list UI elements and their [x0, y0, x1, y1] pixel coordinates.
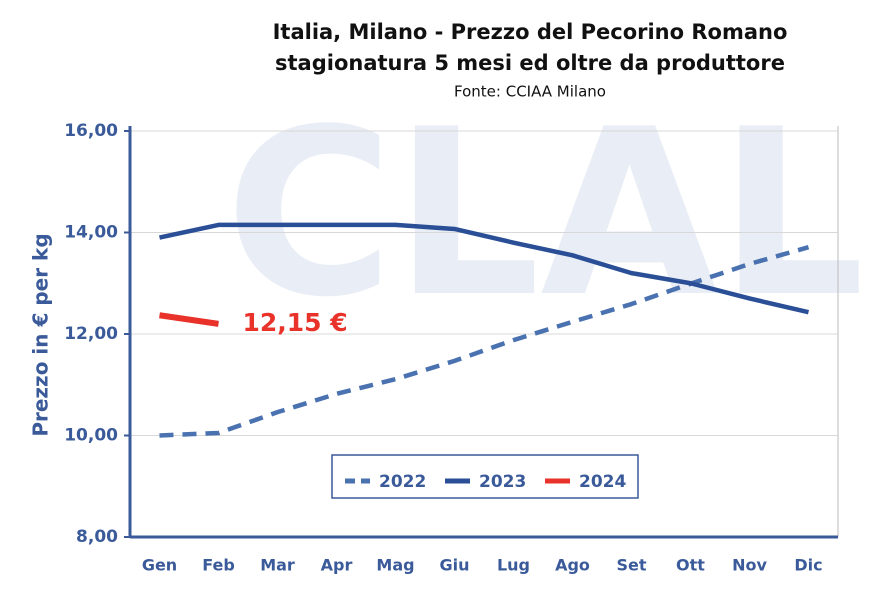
x-tick-label: Ago [555, 556, 590, 575]
y-tick-label: 10,00 [64, 426, 118, 446]
legend-label: 2023 [479, 472, 526, 492]
x-tick-label: Feb [202, 556, 235, 575]
y-tick-label: 8,00 [76, 527, 118, 547]
chart-title: Italia, Milano - Prezzo del Pecorino Rom… [273, 20, 788, 44]
y-axis-label: Prezzo in € per kg [29, 233, 53, 436]
legend-box [331, 454, 639, 499]
x-tick-label: Lug [497, 556, 530, 575]
y-tick-label: 16,00 [64, 121, 118, 141]
watermark: CLAL [225, 81, 865, 348]
x-tick-label: Ott [676, 556, 705, 575]
chart-title: stagionatura 5 mesi ed oltre da produtto… [275, 51, 785, 75]
x-tick-label: Mar [260, 556, 295, 575]
x-tick-label: Gen [142, 556, 177, 575]
y-tick-label: 12,00 [64, 324, 118, 344]
chart-subtitle: Fonte: CCIAA Milano [454, 83, 606, 101]
x-tick-label: Dic [794, 556, 822, 575]
x-tick-label: Apr [321, 556, 353, 575]
x-tick-label: Giu [439, 556, 469, 575]
series-line [159, 312, 219, 327]
series-line [159, 245, 810, 438]
series-line [159, 222, 810, 315]
legend-label: 2022 [379, 472, 426, 492]
legend-label: 2024 [579, 472, 626, 492]
y-tick-label: 14,00 [64, 223, 118, 243]
x-tick-label: Mag [376, 556, 414, 575]
x-tick-label: Set [616, 556, 646, 575]
annotation: 12,15 € [243, 308, 348, 337]
x-tick-label: Nov [732, 556, 767, 575]
